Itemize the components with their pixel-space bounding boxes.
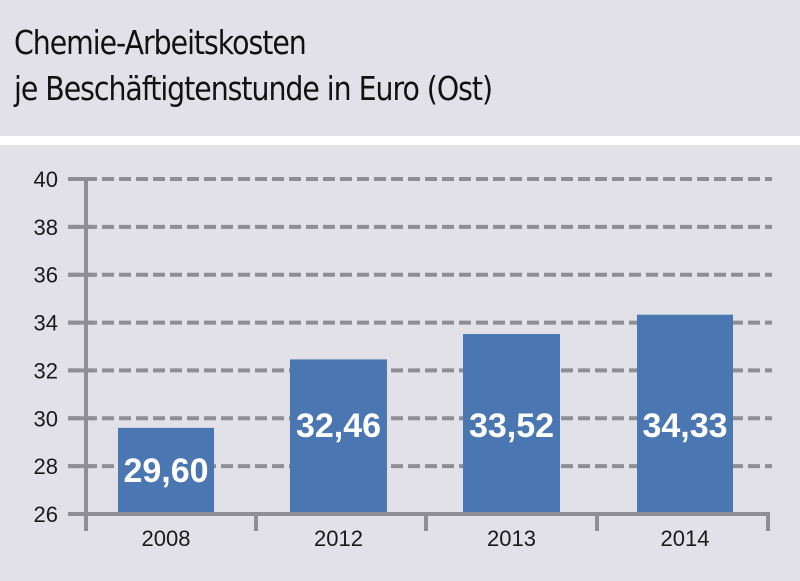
bar-value-label: 32,46	[296, 407, 381, 445]
chart-title: Chemie-Arbeitskosten je Beschäftigtenstu…	[14, 20, 493, 112]
y-tick-label: 38	[34, 215, 58, 240]
x-tick-label: 2014	[661, 526, 710, 551]
separator-band	[0, 136, 800, 145]
y-tick-label: 36	[34, 263, 58, 288]
bar-value-label: 33,52	[469, 407, 554, 445]
chart-header: Chemie-Arbeitskosten je Beschäftigtenstu…	[0, 0, 800, 136]
x-tick-label: 2012	[314, 526, 363, 551]
y-tick-label: 40	[34, 167, 58, 192]
plot-area: 26 28 30 32 34 36 38 40 29,60 2008 32,46 2012 33,52 2…	[0, 145, 800, 576]
x-tick-label: 2013	[487, 526, 536, 551]
y-tick-label: 32	[34, 358, 58, 383]
bar-2012	[290, 359, 387, 514]
chart-title-line2: je Beschäftigtenstunde in Euro (Ost)	[14, 69, 493, 108]
y-tick-label: 28	[34, 454, 58, 479]
bar-2008	[118, 427, 214, 514]
bar-chart: 26 28 30 32 34 36 38 40 29,60 2008 32,46 2012 33,52 2…	[34, 167, 772, 551]
bar-2013	[463, 334, 560, 514]
chart-title-line1: Chemie-Arbeitskosten	[14, 23, 307, 62]
y-tick-label: 26	[34, 502, 58, 527]
bar-value-label: 29,60	[123, 452, 208, 490]
bar-value-label: 34,33	[642, 407, 727, 445]
y-tick-label: 34	[34, 311, 58, 336]
x-tick-label: 2008	[142, 526, 191, 551]
y-tick-label: 30	[34, 406, 58, 431]
bar-2014	[637, 314, 733, 514]
